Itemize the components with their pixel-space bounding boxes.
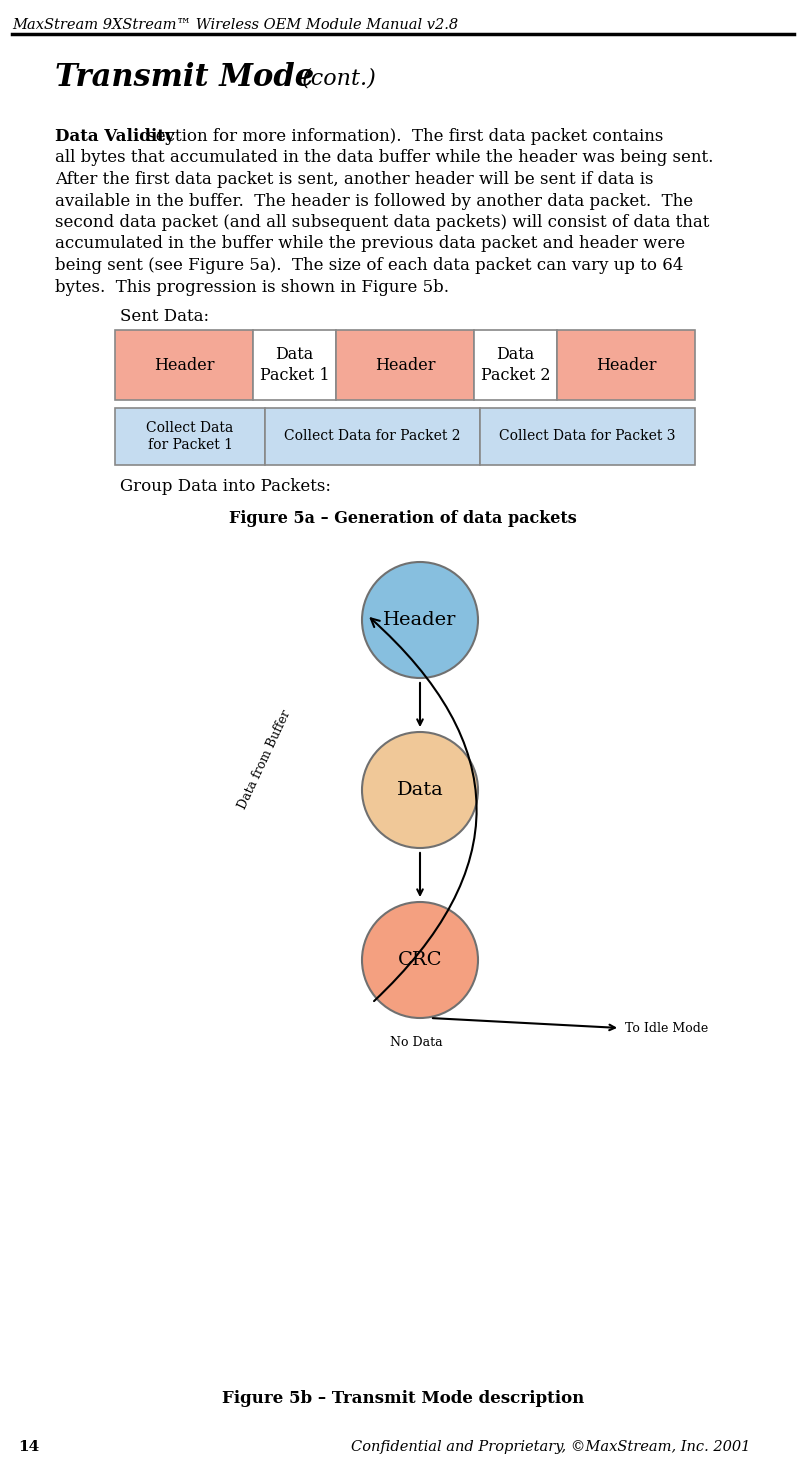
Text: Collect Data for Packet 3: Collect Data for Packet 3 [499, 430, 675, 443]
Text: Header: Header [154, 357, 214, 373]
Text: No Data: No Data [390, 1036, 442, 1049]
Text: available in the buffer.  The header is followed by another data packet.  The: available in the buffer. The header is f… [55, 193, 693, 209]
Text: Collect Data for Packet 2: Collect Data for Packet 2 [285, 430, 461, 443]
Text: Data
Packet 2: Data Packet 2 [480, 347, 550, 383]
Text: being sent (see Figure 5a).  The size of each data packet can vary up to 64: being sent (see Figure 5a). The size of … [55, 257, 683, 274]
Text: Data
Packet 1: Data Packet 1 [260, 347, 330, 383]
Text: Header: Header [596, 357, 656, 373]
Bar [480, 408, 695, 465]
Text: (cont.): (cont.) [295, 67, 376, 91]
Bar [265, 408, 480, 465]
Text: Header: Header [375, 357, 435, 373]
FancyArrowPatch shape [371, 619, 476, 1001]
Text: second data packet (and all subsequent data packets) will consist of data that: second data packet (and all subsequent d… [55, 214, 709, 231]
Text: section for more information).  The first data packet contains: section for more information). The first… [142, 127, 663, 145]
Text: Figure 5a – Generation of data packets: Figure 5a – Generation of data packets [229, 511, 577, 527]
Text: Confidential and Proprietary, ©MaxStream, Inc. 2001: Confidential and Proprietary, ©MaxStream… [351, 1440, 750, 1454]
Text: MaxStream 9XStream™ Wireless OEM Module Manual v2.8: MaxStream 9XStream™ Wireless OEM Module … [12, 18, 458, 32]
Text: Header: Header [384, 612, 457, 629]
Text: Sent Data:: Sent Data: [120, 309, 209, 325]
Text: 14: 14 [18, 1440, 39, 1454]
Text: Figure 5b – Transmit Mode description: Figure 5b – Transmit Mode description [222, 1390, 584, 1407]
Bar [115, 331, 253, 399]
Text: bytes.  This progression is shown in Figure 5b.: bytes. This progression is shown in Figu… [55, 278, 449, 296]
Text: Data Validity: Data Validity [55, 127, 175, 145]
Bar [557, 331, 695, 399]
Text: accumulated in the buffer while the previous data packet and header were: accumulated in the buffer while the prev… [55, 236, 685, 253]
Text: all bytes that accumulated in the data buffer while the header was being sent.: all bytes that accumulated in the data b… [55, 149, 713, 167]
Text: Data: Data [397, 781, 443, 799]
Bar [115, 408, 265, 465]
Text: Group Data into Packets:: Group Data into Packets: [120, 478, 331, 494]
Bar [336, 331, 474, 399]
Circle shape [362, 562, 478, 677]
Bar [253, 331, 336, 399]
Text: To Idle Mode: To Idle Mode [625, 1021, 708, 1034]
Text: Transmit Mode: Transmit Mode [55, 61, 314, 94]
Text: Collect Data
for Packet 1: Collect Data for Packet 1 [147, 421, 234, 452]
Text: Data from Buffer: Data from Buffer [236, 708, 293, 812]
Text: After the first data packet is sent, another header will be sent if data is: After the first data packet is sent, ano… [55, 171, 654, 189]
Bar [474, 331, 557, 399]
Text: CRC: CRC [397, 951, 442, 969]
Circle shape [362, 732, 478, 849]
Circle shape [362, 903, 478, 1018]
